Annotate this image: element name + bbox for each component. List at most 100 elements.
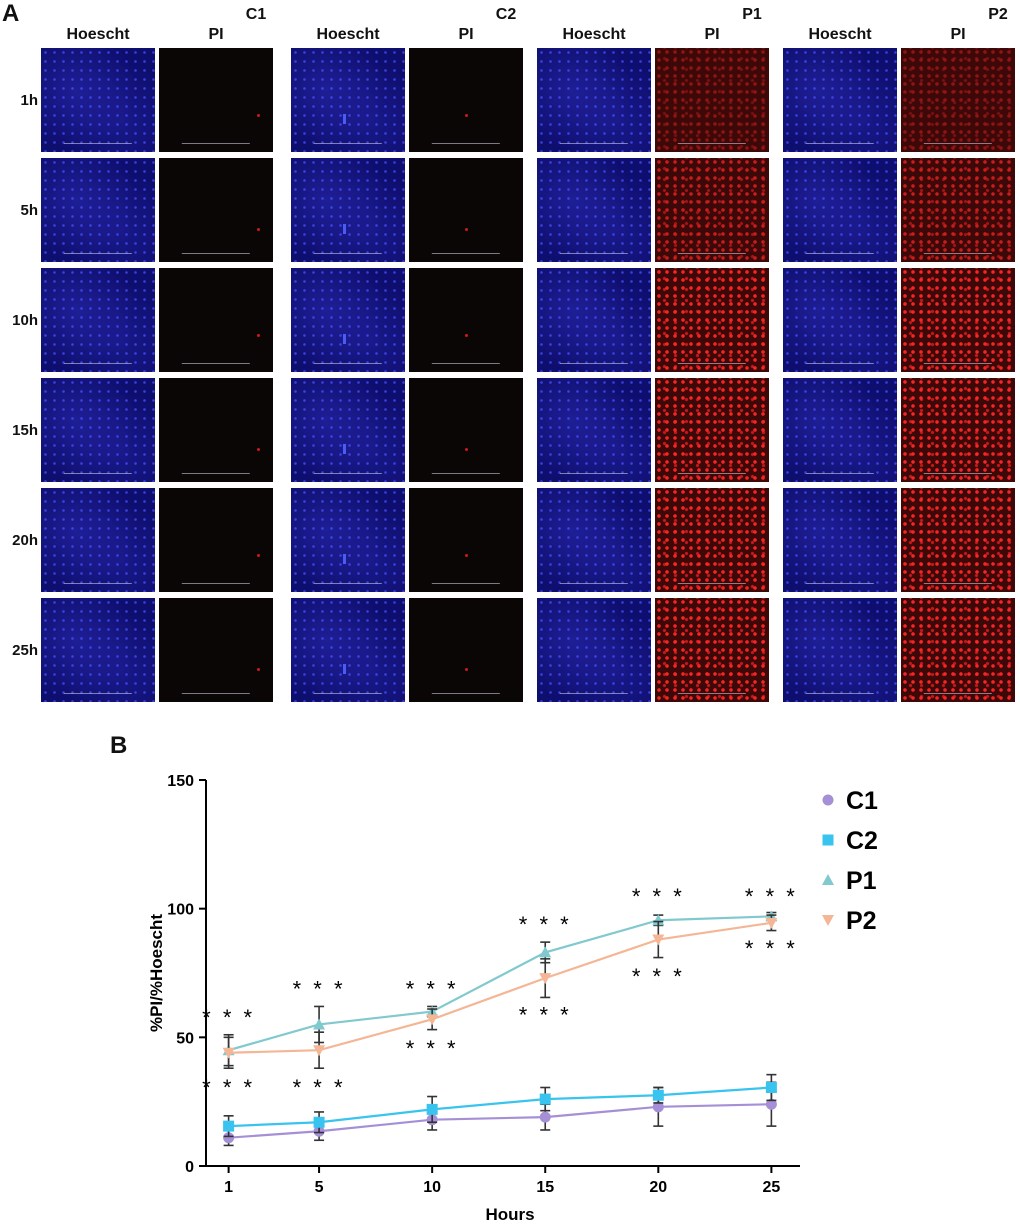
micrograph-p1-pi-10h — [655, 268, 769, 372]
micrograph-p1-pi-20h — [655, 488, 769, 592]
y-tick-label: 0 — [185, 1159, 194, 1176]
x-tick-label: 25 — [762, 1179, 780, 1196]
micrograph-c1-hoescht-5h — [41, 158, 155, 262]
legend-label-p2: P2 — [846, 907, 877, 935]
legend-marker-p2 — [822, 915, 834, 926]
channel-label-c2-pi: PI — [458, 26, 474, 43]
significance-label: * * * — [519, 912, 572, 937]
data-point-p2 — [426, 1014, 439, 1026]
significance-label: * * * — [293, 1075, 346, 1100]
data-point-c1 — [765, 1098, 777, 1110]
significance-label: * * * — [745, 936, 798, 961]
channel-label-p1-hoescht: Hoescht — [562, 26, 626, 43]
micrograph-c2-hoescht-5h — [291, 158, 405, 262]
data-point-p2 — [313, 1045, 326, 1057]
micrograph-p2-pi-1h — [901, 48, 1015, 152]
micrograph-p2-pi-5h — [901, 158, 1015, 262]
micrograph-p1-pi-1h — [655, 48, 769, 152]
micrograph-c2-pi-25h — [409, 598, 523, 702]
data-point-c2 — [313, 1116, 325, 1128]
micrograph-c2-hoescht-15h — [291, 378, 405, 482]
data-point-p2 — [222, 1047, 235, 1059]
x-tick-label: 1 — [224, 1179, 233, 1196]
micrograph-c2-pi-20h — [409, 488, 523, 592]
micrograph-p2-pi-10h — [901, 268, 1015, 372]
micrograph-c2-pi-15h — [409, 378, 523, 482]
significance-label: * * * — [745, 884, 798, 909]
micrograph-p2-hoescht-20h — [783, 488, 897, 592]
data-point-c2 — [539, 1093, 551, 1105]
micrograph-c1-hoescht-15h — [41, 378, 155, 482]
micrograph-p1-hoescht-1h — [537, 48, 651, 152]
micrograph-p1-pi-15h — [655, 378, 769, 482]
micrograph-p1-hoescht-5h — [537, 158, 651, 262]
channel-label-c1-pi: PI — [208, 26, 224, 43]
micrograph-c2-hoescht-1h — [291, 48, 405, 152]
significance-label: * * * — [406, 976, 459, 1001]
row-label-20h: 20h — [12, 532, 38, 549]
significance-label: * * * — [293, 976, 346, 1001]
group-title-c1: C1 — [245, 6, 267, 23]
micrograph-c2-pi-1h — [409, 48, 523, 152]
channel-label-p1-pi: PI — [704, 26, 720, 43]
group-title-c2: C2 — [495, 6, 517, 23]
x-tick-label: 20 — [649, 1179, 667, 1196]
micrograph-p2-hoescht-15h — [783, 378, 897, 482]
micrograph-c2-hoescht-20h — [291, 488, 405, 592]
micrograph-p2-pi-15h — [901, 378, 1015, 482]
data-point-p2 — [539, 973, 552, 985]
legend-label-c1: C1 — [846, 787, 878, 815]
micrograph-p2-pi-25h — [901, 598, 1015, 702]
group-title-p2: P2 — [988, 6, 1008, 23]
y-tick-label: 50 — [176, 1030, 194, 1047]
significance-label: * * * — [519, 1003, 572, 1028]
micrograph-p2-hoescht-5h — [783, 158, 897, 262]
significance-label: * * * — [406, 1036, 459, 1061]
row-label-15h: 15h — [12, 422, 38, 439]
micrograph-p1-hoescht-10h — [537, 268, 651, 372]
micrograph-c2-pi-10h — [409, 268, 523, 372]
x-tick-label: 5 — [315, 1179, 324, 1196]
series-line-p1 — [228, 915, 772, 1052]
micrograph-c2-pi-5h — [409, 158, 523, 262]
data-point-p1 — [313, 1018, 326, 1030]
panel-b-label: B — [110, 732, 128, 759]
micrograph-c1-hoescht-1h — [41, 48, 155, 152]
legend-marker-c1 — [822, 794, 834, 806]
data-point-c2 — [223, 1120, 235, 1132]
group-title-p1: P1 — [742, 6, 762, 23]
micrograph-p1-hoescht-20h — [537, 488, 651, 592]
micrograph-c1-pi-5h — [159, 158, 273, 262]
x-axis-label: Hours — [485, 1205, 534, 1224]
channel-label-p2-hoescht: Hoescht — [808, 26, 872, 43]
series-line-p2 — [228, 921, 772, 1054]
micrograph-c2-hoescht-25h — [291, 598, 405, 702]
micrograph-c1-hoescht-25h — [41, 598, 155, 702]
micrograph-c1-hoescht-20h — [41, 488, 155, 592]
y-axis-label: %PI/%Hoescht — [147, 914, 166, 1032]
micrograph-p2-hoescht-10h — [783, 268, 897, 372]
data-point-c2 — [426, 1103, 438, 1115]
micrograph-c1-pi-10h — [159, 268, 273, 372]
row-label-5h: 5h — [20, 202, 38, 219]
micrograph-c1-pi-20h — [159, 488, 273, 592]
row-label-10h: 10h — [12, 312, 38, 329]
data-point-p1 — [652, 914, 665, 926]
micrograph-p2-pi-20h — [901, 488, 1015, 592]
micrograph-p1-pi-5h — [655, 158, 769, 262]
micrograph-p1-hoescht-25h — [537, 598, 651, 702]
legend-label-p1: P1 — [846, 867, 877, 895]
y-tick-label: 150 — [167, 773, 194, 790]
micrograph-p2-hoescht-1h — [783, 48, 897, 152]
data-point-c2 — [765, 1082, 777, 1094]
micrograph-p1-hoescht-15h — [537, 378, 651, 482]
micrograph-c1-pi-25h — [159, 598, 273, 702]
x-tick-label: 15 — [536, 1179, 554, 1196]
micrograph-p2-hoescht-25h — [783, 598, 897, 702]
significance-label: * * * — [202, 1005, 255, 1030]
micrograph-c1-pi-15h — [159, 378, 273, 482]
data-point-c1 — [539, 1111, 551, 1123]
data-point-p2 — [652, 934, 665, 946]
x-tick-label: 10 — [423, 1179, 441, 1196]
legend-marker-c2 — [822, 834, 834, 846]
